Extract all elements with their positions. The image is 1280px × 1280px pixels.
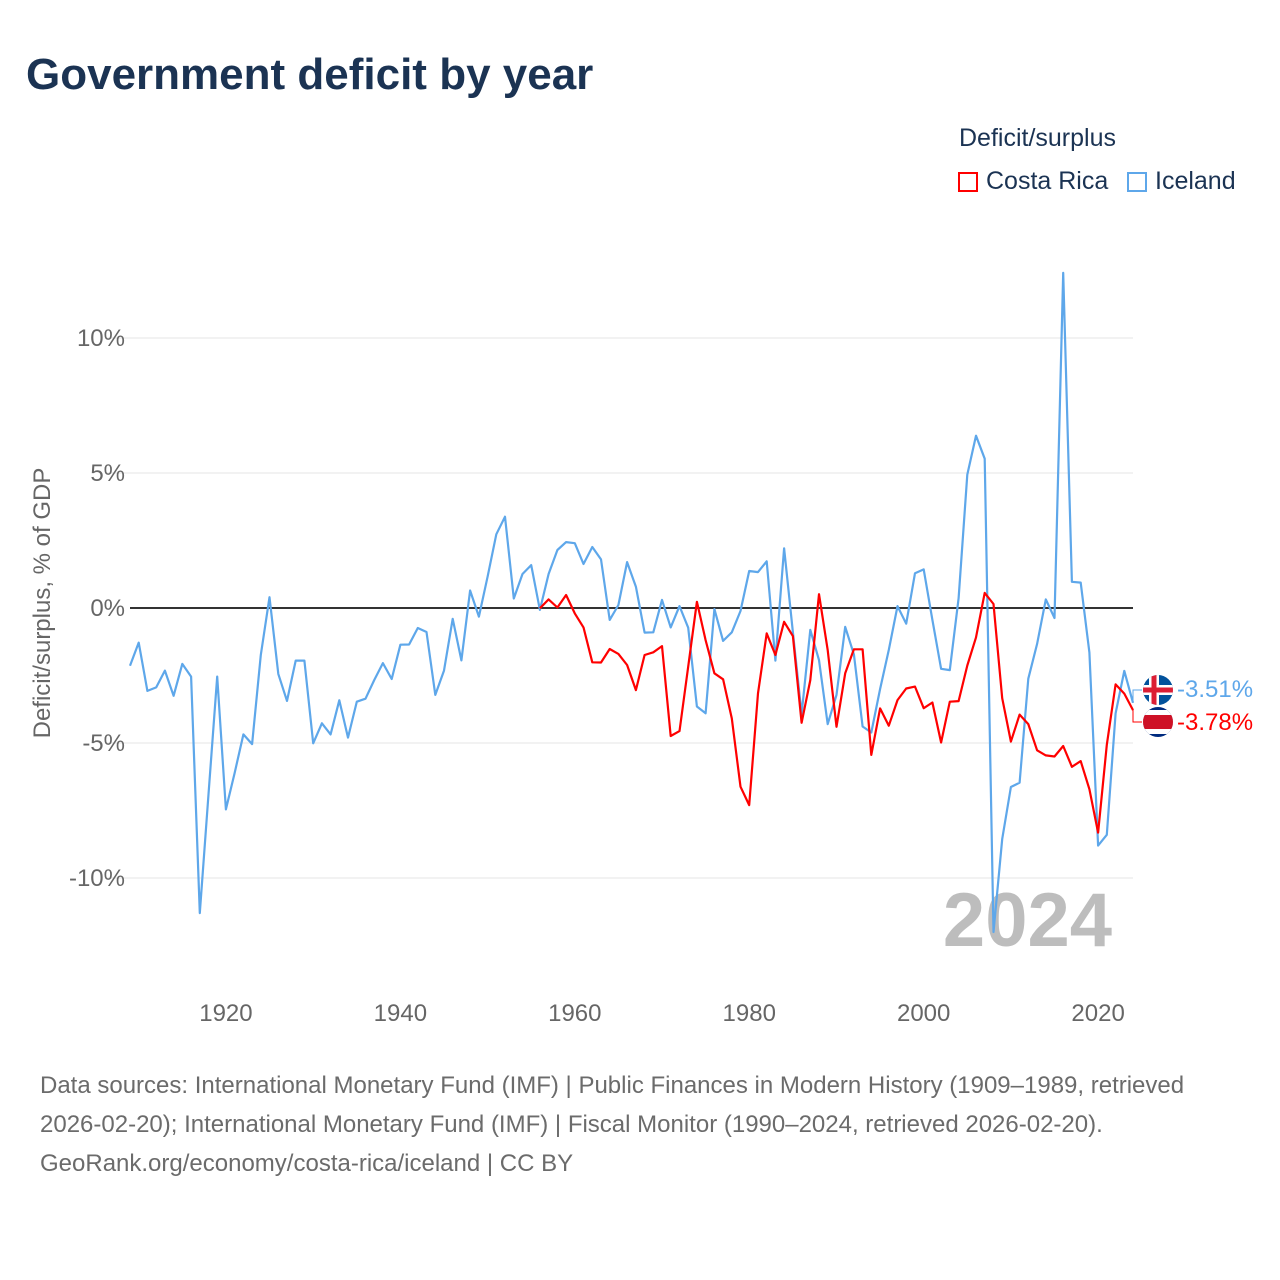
- costa-rica-end-value: -3.78%: [1177, 709, 1253, 736]
- x-tick-label: 1980: [723, 1000, 776, 1027]
- x-tick-label: 1920: [199, 1000, 252, 1027]
- series-lines: [128, 271, 1142, 934]
- y-tick-label: 0%: [90, 595, 125, 622]
- x-tick-label: 2020: [1071, 1000, 1124, 1027]
- y-tick-label: 5%: [90, 460, 125, 487]
- iceland-end-value: -3.51%: [1177, 676, 1253, 703]
- legend-item-iceland[interactable]: Iceland: [1127, 167, 1236, 196]
- legend-swatch-costa-rica: [958, 171, 978, 192]
- end-labels: -3.51% -3.78%: [1143, 675, 1253, 737]
- y-tick-label: -5%: [82, 730, 125, 757]
- x-tick-label: 1960: [548, 1000, 601, 1027]
- x-axis-ticks: 1920 1940 1960 1980 2000 2020: [199, 1000, 1125, 1027]
- series-line-costa-rica: [539, 591, 1134, 834]
- footer: Data sources: International Monetary Fun…: [40, 1066, 1240, 1183]
- data-sources: Data sources: International Monetary Fun…: [40, 1072, 1185, 1138]
- gridlines: [105, 337, 1133, 879]
- year-watermark: 2024: [943, 878, 1112, 963]
- legend-label-costa-rica: Costa Rica: [986, 167, 1109, 195]
- x-tick-label: 1940: [374, 1000, 427, 1027]
- end-label-connector: [1132, 689, 1142, 703]
- credit-link[interactable]: GeoRank.org/economy/costa-rica/iceland |…: [40, 1150, 574, 1177]
- chart-title: Government deficit by year: [26, 50, 594, 99]
- x-tick-label: 2000: [897, 1000, 950, 1027]
- y-axis-ticks: 10% 5% 0% -5% -10%: [69, 325, 125, 892]
- legend-title: Deficit/surplus: [959, 124, 1116, 152]
- y-axis-label: Deficit/surplus, % of GDP: [29, 468, 56, 739]
- legend-label-iceland: Iceland: [1155, 167, 1236, 195]
- y-tick-label: 10%: [77, 325, 125, 352]
- legend-swatch-iceland: [1127, 171, 1147, 192]
- iceland-flag-icon: [1143, 675, 1173, 705]
- y-tick-label: -10%: [69, 865, 125, 892]
- end-label-connector: [1132, 710, 1142, 723]
- legend-item-costa-rica[interactable]: Costa Rica: [958, 167, 1108, 196]
- costa-rica-flag-icon: [1143, 707, 1173, 737]
- series-line-iceland: [128, 271, 1135, 934]
